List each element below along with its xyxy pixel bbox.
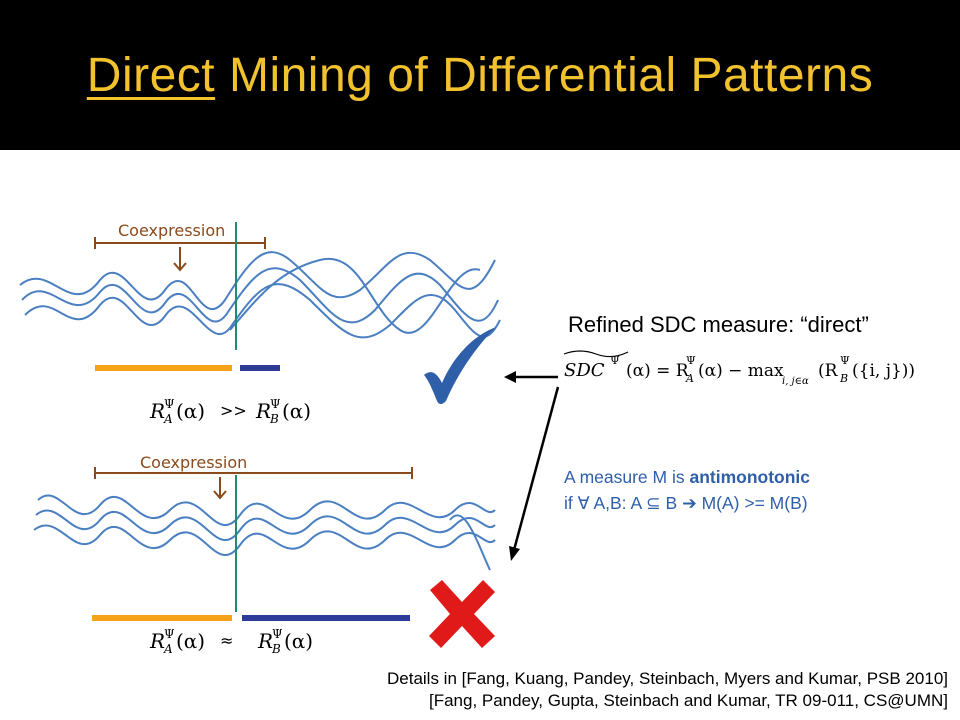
svg-text:Ψ: Ψ — [164, 397, 175, 411]
svg-text:B: B — [269, 412, 279, 426]
svg-text:Ψ: Ψ — [686, 354, 696, 367]
top-blue-bar — [240, 365, 280, 371]
antimonotonic-definition: A measure M is antimonotonic if ∀ A,B: A… — [564, 464, 810, 516]
svg-text:A: A — [163, 642, 173, 656]
top-waves — [19, 251, 501, 339]
svg-text:Ψ: Ψ — [164, 627, 175, 641]
svg-text:(α): (α) — [282, 399, 311, 423]
svg-text:R: R — [149, 399, 165, 423]
top-bracket — [94, 237, 266, 272]
top-relation-symbol: >> — [220, 401, 247, 420]
check-icon — [424, 327, 496, 404]
details-citation: Details in [Fang, Kuang, Pandey, Steinba… — [387, 668, 948, 712]
svg-text:i, j∈α: i, j∈α — [782, 376, 809, 387]
svg-text:(α): (α) — [176, 629, 205, 653]
svg-text:(α): (α) — [284, 629, 313, 653]
bottom-orange-bar — [92, 615, 232, 621]
svg-text:(α) − max: (α) − max — [698, 361, 784, 381]
anti-line1-bold: antimonotonic — [689, 467, 811, 487]
top-coexpression-panel: Coexpression R Ψ A (α) >> R Ψ B (α) — [19, 221, 501, 426]
bottom-coexpression-panel: Coexpression R Ψ A (α) ≈ R Ψ B (α) — [33, 453, 496, 656]
svg-text:Ψ: Ψ — [270, 397, 281, 411]
svg-text:({i, j})): ({i, j})) — [852, 361, 915, 381]
anti-line1-prefix: A measure M is — [564, 467, 690, 487]
arrows — [504, 371, 560, 561]
top-orange-bar — [95, 365, 232, 371]
details-line1: Details in [Fang, Kuang, Pandey, Steinba… — [386, 669, 948, 688]
bottom-waves — [33, 494, 496, 571]
title-bar — [0, 0, 960, 150]
svg-text:B: B — [839, 372, 848, 385]
svg-text:Ψ: Ψ — [610, 354, 620, 367]
bottom-relation-symbol: ≈ — [220, 631, 233, 650]
svg-text:R: R — [257, 629, 273, 653]
cross-icon — [429, 580, 495, 648]
slide-title: Direct Mining of Differential Patterns — [0, 48, 960, 103]
svg-text:Ψ: Ψ — [272, 627, 283, 641]
svg-text:SDC: SDC — [564, 360, 605, 381]
svg-text:(α): (α) — [176, 399, 205, 423]
svg-text:Ψ: Ψ — [840, 354, 850, 367]
svg-text:R: R — [149, 629, 165, 653]
svg-text:A: A — [685, 372, 694, 385]
bottom-bracket — [94, 467, 413, 500]
details-line2: [Fang, Pandey, Gupta, Steinbach and Kuma… — [428, 691, 948, 710]
svg-text:B: B — [271, 642, 281, 656]
svg-text:R: R — [255, 399, 271, 423]
arrow-to-cross — [512, 386, 560, 551]
refined-sdc-text: Refined SDC measure: “direct” — [568, 312, 869, 337]
top-relation: R Ψ A (α) >> R Ψ B (α) — [149, 397, 311, 426]
title-underlined: Direct — [86, 49, 216, 102]
bottom-blue-bar — [242, 615, 410, 621]
svg-text:(α) = R: (α) = R — [626, 361, 690, 381]
bottom-relation: R Ψ A (α) ≈ R Ψ B (α) — [149, 627, 313, 656]
svg-text:A: A — [163, 412, 173, 426]
svg-text:(R: (R — [818, 361, 839, 381]
anti-line2: if ∀ A,B: A ⊆ B ➔ M(A) >= M(B) — [564, 493, 808, 513]
title-rest: Mining of Differential Patterns — [215, 49, 874, 102]
sdc-formula: SDC Ψ (α) = R Ψ A (α) − max i, j∈α (R Ψ … — [563, 350, 915, 387]
bottom-coexpression-label: Coexpression — [140, 453, 247, 472]
top-coexpression-label: Coexpression — [118, 221, 225, 240]
